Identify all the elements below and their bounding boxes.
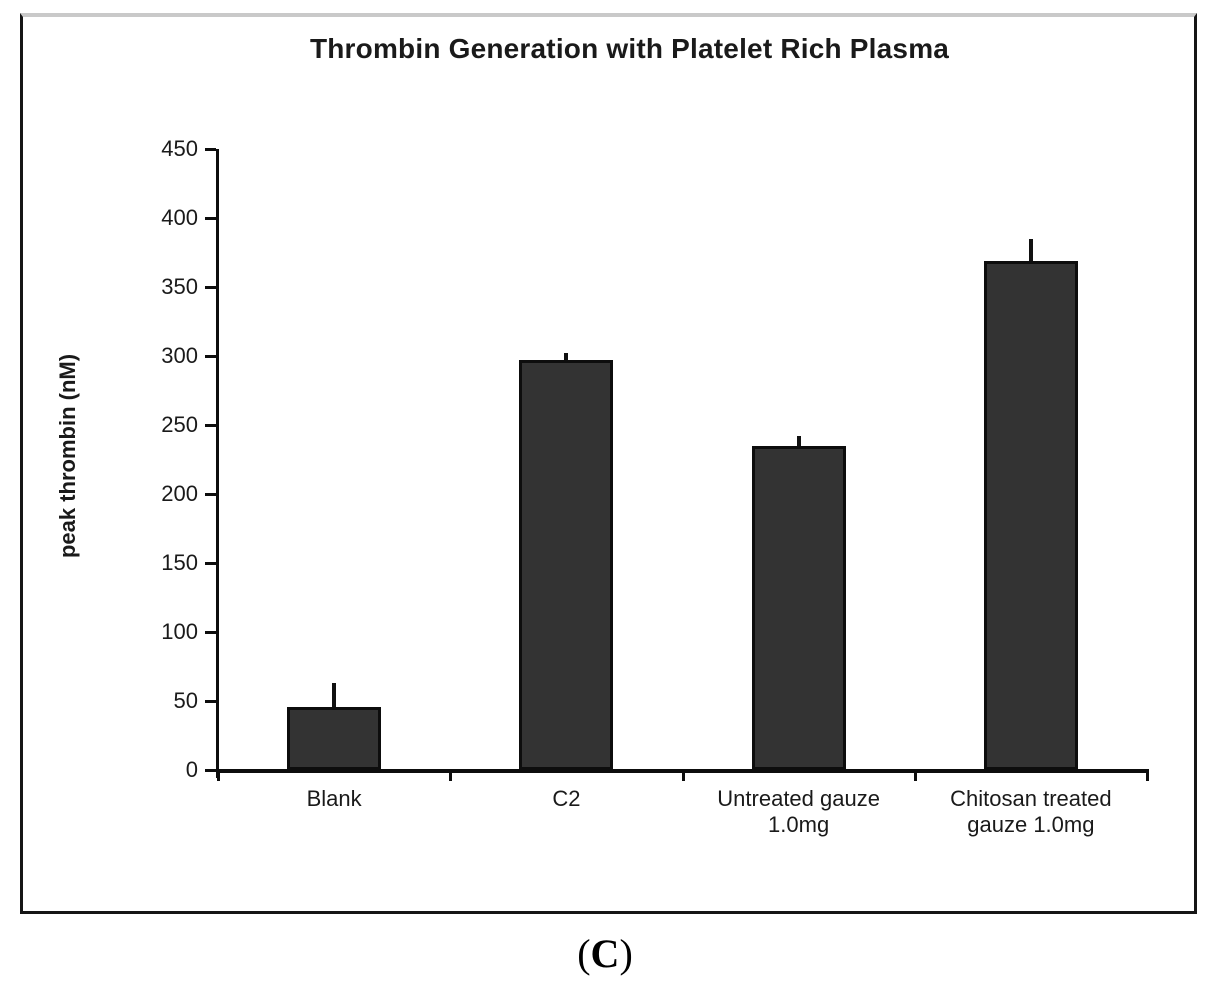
x-axis-tick	[1146, 773, 1149, 781]
error-bar	[796, 436, 801, 452]
x-axis-tick	[681, 773, 685, 781]
x-category-label: Untreated gauze 1.0mg	[717, 786, 880, 837]
error-bar	[564, 353, 569, 367]
y-tick-label: 350	[161, 274, 198, 299]
y-tick-label: 300	[161, 343, 198, 368]
y-axis-tick	[205, 286, 216, 289]
y-axis-tick	[205, 355, 216, 358]
y-tick-label: 50	[173, 688, 198, 713]
y-tick-label: 100	[161, 619, 198, 644]
bar	[519, 360, 614, 770]
error-bar	[332, 683, 337, 713]
y-tick-label: 200	[161, 481, 198, 506]
figure-frame: Thrombin Generation with Platelet Rich P…	[20, 13, 1197, 914]
caption-letter: C	[590, 931, 620, 976]
bar	[287, 706, 382, 770]
figure-caption: (C)	[0, 930, 1210, 977]
x-axis-line	[216, 769, 1149, 773]
y-axis-tick	[205, 217, 216, 220]
y-tick-label: 400	[161, 205, 198, 230]
x-axis-tick	[449, 773, 453, 781]
y-axis-tick	[205, 148, 216, 151]
bar	[983, 260, 1078, 770]
y-axis-tick	[205, 424, 216, 427]
error-bar	[1028, 238, 1033, 267]
y-axis-line	[216, 149, 219, 778]
x-category-label: Blank	[306, 786, 362, 811]
y-axis-tick	[205, 700, 216, 703]
y-tick-label: 250	[161, 412, 198, 437]
y-axis-tick	[205, 493, 216, 496]
caption-paren-open: (	[577, 931, 591, 976]
x-category-label: C2	[552, 786, 581, 811]
y-tick-label: 450	[161, 136, 198, 161]
y-tick-label: 0	[185, 757, 198, 782]
y-axis-tick	[205, 769, 216, 772]
x-category-label: Chitosan treated gauze 1.0mg	[950, 786, 1112, 837]
y-tick-label: 150	[161, 550, 198, 575]
y-axis-tick	[205, 562, 216, 565]
chart-title: Thrombin Generation with Platelet Rich P…	[309, 33, 950, 64]
plot-area: 0 50 100 150 200 250 300 350 400 450 Blank C2 Untrea…	[23, 17, 1194, 911]
y-axis-tick	[205, 631, 216, 634]
bar	[751, 445, 846, 770]
caption-paren-close: )	[619, 931, 633, 976]
x-axis-tick	[913, 773, 917, 781]
